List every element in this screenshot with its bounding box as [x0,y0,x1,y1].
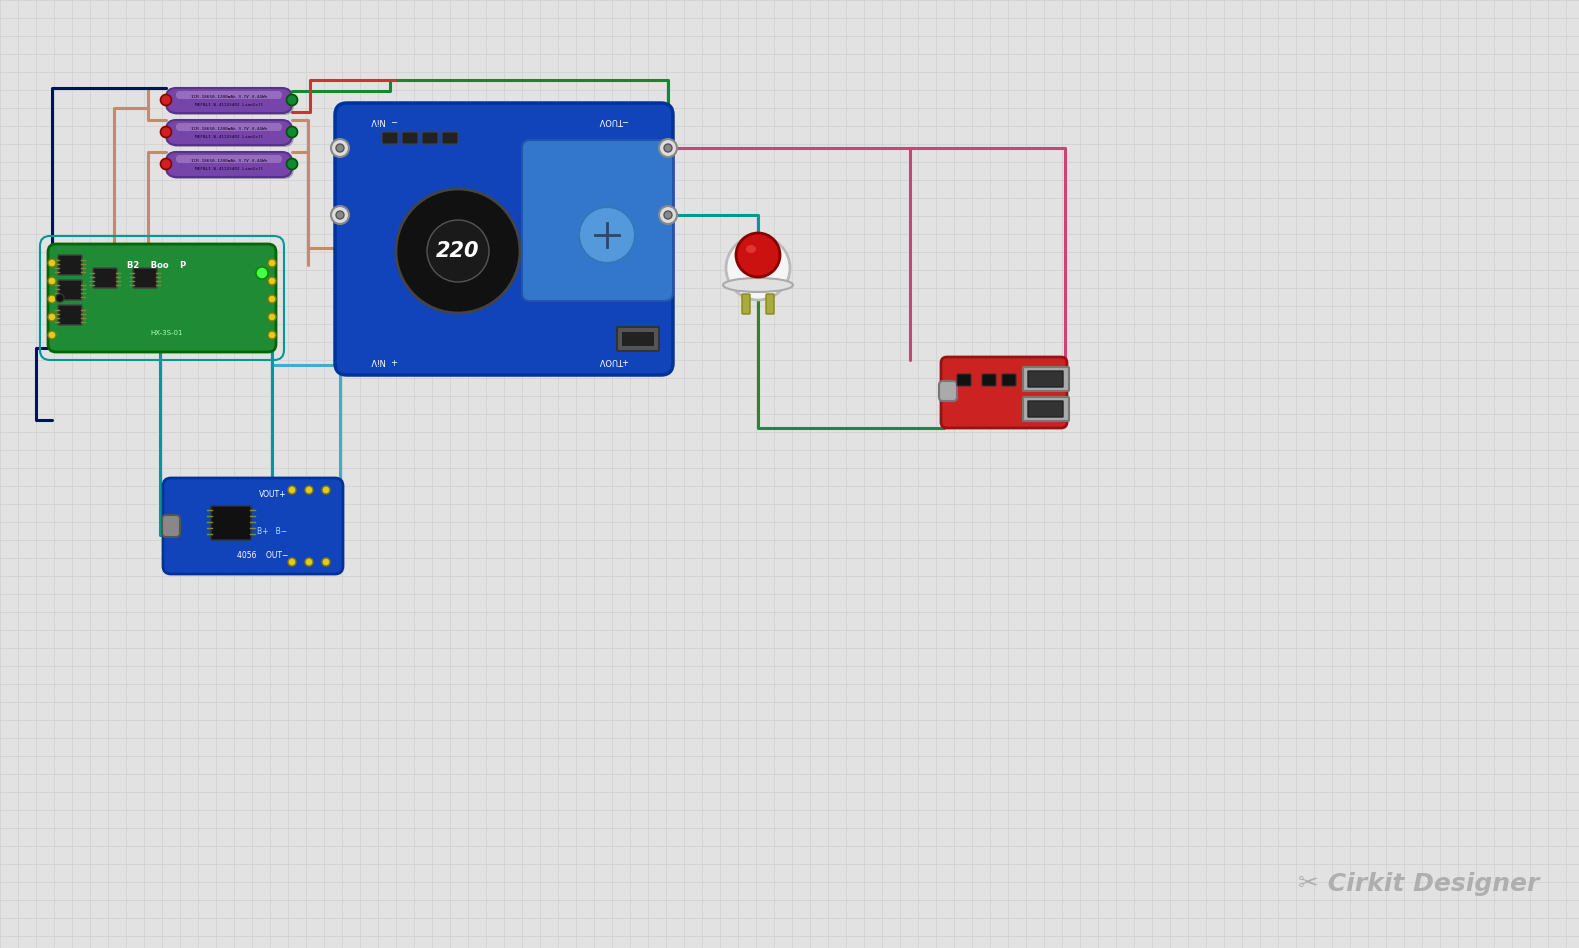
FancyBboxPatch shape [167,90,294,115]
Text: MEFBLI B-41125402 LionCell: MEFBLI B-41125402 LionCell [194,167,264,171]
FancyBboxPatch shape [957,374,971,386]
Text: ICR-18650-1200mAh 3.7V 4.44Wh: ICR-18650-1200mAh 3.7V 4.44Wh [191,127,267,131]
Circle shape [161,95,172,105]
Circle shape [47,331,55,339]
Circle shape [268,313,276,321]
Circle shape [268,259,276,267]
Text: 220: 220 [436,241,480,261]
Text: MEFBLI B-41125402 LionCell: MEFBLI B-41125402 LionCell [194,103,264,107]
Circle shape [286,158,297,170]
Circle shape [426,220,489,282]
Circle shape [256,267,268,279]
FancyBboxPatch shape [133,268,156,288]
FancyBboxPatch shape [93,268,117,288]
FancyBboxPatch shape [523,140,673,301]
FancyBboxPatch shape [1003,374,1015,386]
Circle shape [305,558,313,566]
Text: 4056    OUT−: 4056 OUT− [237,552,289,560]
Ellipse shape [745,245,756,253]
Circle shape [268,277,276,285]
Circle shape [161,126,172,137]
FancyBboxPatch shape [1023,397,1069,421]
Circle shape [579,207,635,263]
Circle shape [665,211,673,219]
FancyBboxPatch shape [1028,401,1063,417]
Circle shape [396,189,519,313]
FancyBboxPatch shape [382,132,398,144]
FancyBboxPatch shape [982,374,996,386]
FancyBboxPatch shape [175,155,283,163]
Circle shape [305,486,313,494]
Circle shape [665,144,673,152]
Text: MEFBLI B-41125402 LionCell: MEFBLI B-41125402 LionCell [194,135,264,139]
FancyBboxPatch shape [58,255,82,275]
FancyBboxPatch shape [163,515,180,537]
FancyBboxPatch shape [766,294,774,314]
FancyBboxPatch shape [617,327,658,351]
Circle shape [658,139,677,157]
FancyBboxPatch shape [47,244,276,352]
Text: VOUT+: VOUT+ [259,489,287,499]
Text: HX-3S-01: HX-3S-01 [150,330,183,336]
FancyBboxPatch shape [941,357,1067,428]
FancyBboxPatch shape [622,332,654,346]
FancyBboxPatch shape [940,381,957,401]
Circle shape [287,486,295,494]
FancyBboxPatch shape [442,132,458,144]
Circle shape [336,211,344,219]
Text: B2    Boo    P: B2 Boo P [128,262,186,270]
Circle shape [47,295,55,303]
Circle shape [322,486,330,494]
Circle shape [47,277,55,285]
FancyBboxPatch shape [335,103,673,375]
Text: ✂ Cirkit Designer: ✂ Cirkit Designer [1298,872,1540,896]
Circle shape [286,126,297,137]
Circle shape [47,259,55,267]
Circle shape [55,294,65,302]
Circle shape [322,558,330,566]
Text: +TUOV: +TUOV [598,356,628,364]
FancyBboxPatch shape [742,294,750,314]
Circle shape [268,331,276,339]
Text: +  NiV: + NiV [371,356,398,364]
Circle shape [726,236,790,300]
Circle shape [736,233,780,277]
FancyBboxPatch shape [422,132,437,144]
FancyBboxPatch shape [58,280,82,300]
Circle shape [161,158,172,170]
FancyBboxPatch shape [175,123,283,131]
Circle shape [332,139,349,157]
Circle shape [268,295,276,303]
FancyBboxPatch shape [167,122,294,147]
Circle shape [658,206,677,224]
Circle shape [47,313,55,321]
FancyBboxPatch shape [1028,371,1063,387]
FancyBboxPatch shape [166,120,292,145]
Ellipse shape [723,278,793,292]
Circle shape [336,144,344,152]
FancyBboxPatch shape [166,152,292,177]
FancyBboxPatch shape [167,154,294,179]
Circle shape [286,95,297,105]
Text: ICR-18650-1200mAh 3.7V 4.44Wh: ICR-18650-1200mAh 3.7V 4.44Wh [191,95,267,99]
FancyBboxPatch shape [403,132,418,144]
FancyBboxPatch shape [212,506,251,540]
Circle shape [332,206,349,224]
FancyBboxPatch shape [163,478,343,574]
Text: B+   B−: B+ B− [257,526,287,536]
Text: −TUOV: −TUOV [598,116,628,124]
Circle shape [287,558,295,566]
FancyBboxPatch shape [1023,367,1069,391]
FancyBboxPatch shape [175,91,283,99]
Text: −  NiV: − NiV [371,116,398,124]
Text: ICR-18650-1200mAh 3.7V 4.44Wh: ICR-18650-1200mAh 3.7V 4.44Wh [191,159,267,163]
FancyBboxPatch shape [58,305,82,325]
FancyBboxPatch shape [166,88,292,113]
